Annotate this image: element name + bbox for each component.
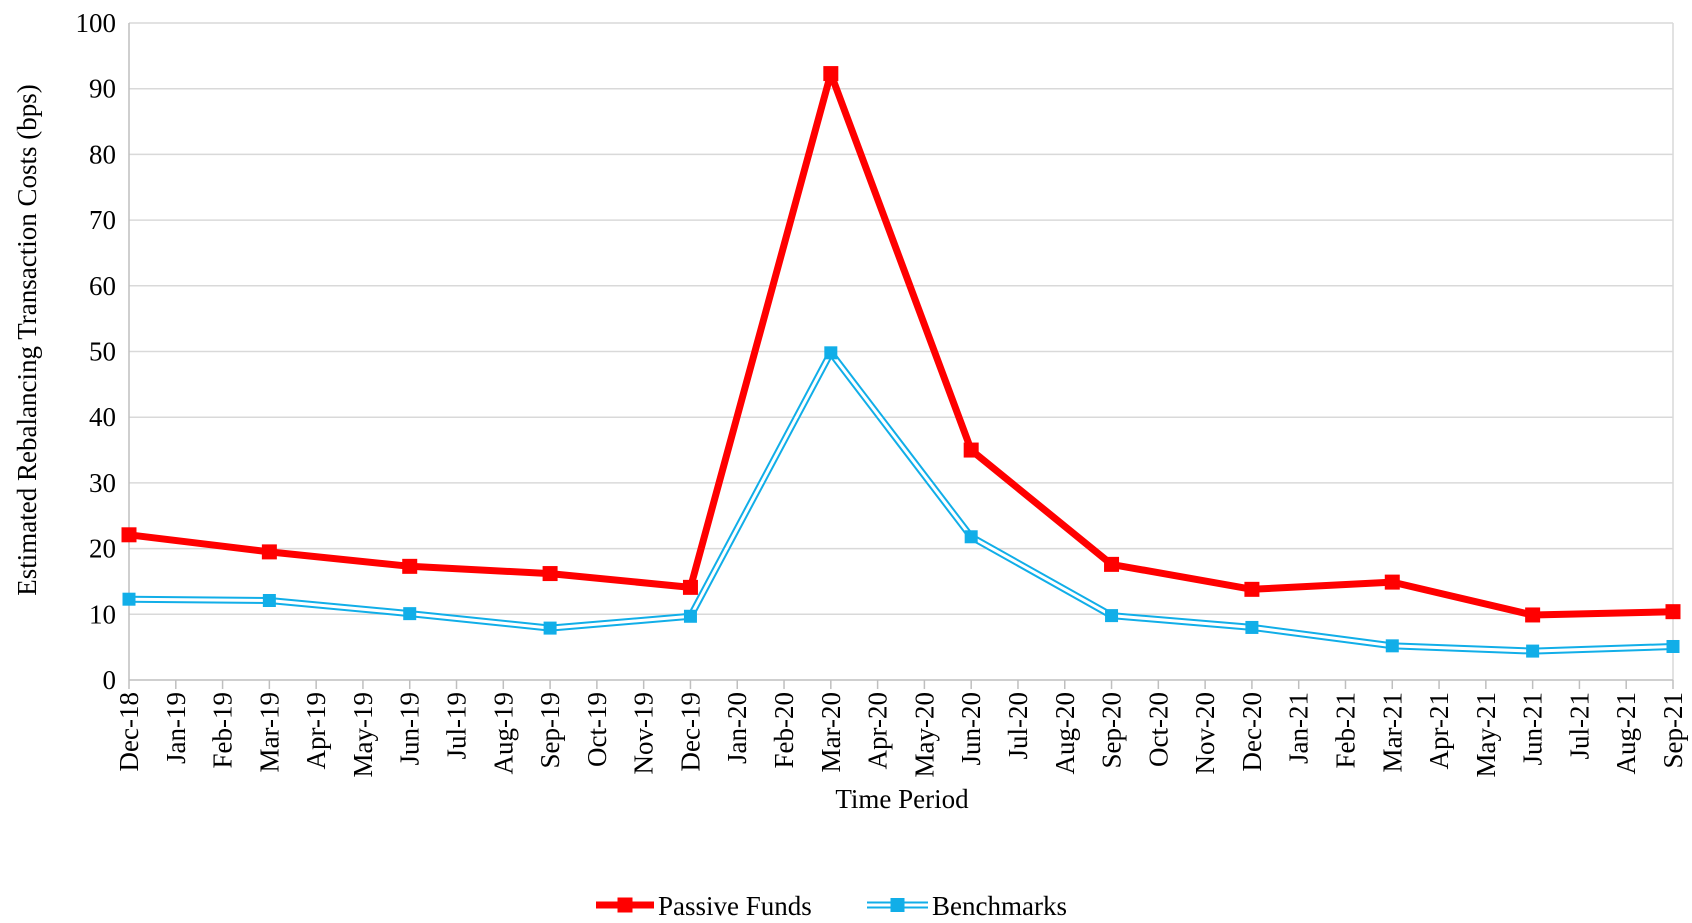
y-axis-title: Estimated Rebalancing Transaction Costs … [12,84,42,595]
y-tick-label: 20 [89,534,116,564]
x-tick-label: Jan-20 [722,692,752,764]
axes: 0 10 20 30 40 50 60 70 80 90 100 Dec-18 Jan-19 Feb-19… [76,8,1689,777]
data-point [1105,609,1119,623]
data-point [1384,574,1400,590]
x-tick-label: Feb-19 [208,692,238,769]
series-line [128,349,1674,655]
x-tick-label: Apr-20 [863,692,893,769]
grid [129,22,1674,680]
data-point [121,527,137,543]
x-tick-label: Apr-19 [301,692,331,769]
x-tick-label: May-20 [909,692,939,777]
x-axis-title: Time Period [835,784,969,814]
data-point [1244,581,1260,597]
x-tick-label: Jun-21 [1518,692,1548,766]
x-tick-label: Jun-20 [956,692,986,766]
x-tick-label: Jul-21 [1564,692,1594,760]
legend-label: Benchmarks [932,891,1067,918]
y-tick-label: 80 [89,139,116,169]
x-tick-label: Jan-21 [1284,692,1314,764]
data-point [682,579,698,595]
data-point [261,544,277,560]
y-tick-label: 0 [103,665,117,695]
data-point [1525,607,1541,623]
data-point [542,566,558,582]
y-tick-label: 60 [89,271,116,301]
data-point [964,530,978,544]
x-tick-label: Feb-20 [769,692,799,769]
x-tick-label: May-21 [1471,692,1501,777]
x-tick-label: Mar-21 [1377,692,1407,772]
data-point [402,558,418,574]
y-tick-label: 10 [89,599,116,629]
x-tick-label: Apr-21 [1424,692,1454,769]
legend-marker [890,898,905,912]
x-tick-label: Jul-19 [442,692,472,760]
legend: Passive Funds Benchmarks [596,891,1067,921]
x-tick-label: Mar-20 [816,692,846,772]
series-line-inner [128,351,1674,653]
series-benchmarks [122,346,1680,658]
y-tick-label: 30 [89,468,116,498]
x-tick-label: Jun-19 [395,692,425,766]
y-tick-label: 90 [89,74,116,104]
data-point [262,594,276,608]
series-passive-funds [121,66,1681,623]
data-point [543,621,557,635]
data-point [1104,556,1120,572]
data-point [1245,620,1259,634]
legend-item: Passive Funds [596,891,812,921]
x-tick-label: Dec-18 [114,692,144,771]
data-point [683,609,697,623]
x-tick-label: May-19 [348,692,378,777]
x-tick-label: Feb-21 [1330,692,1360,769]
legend-item: Benchmarks [867,891,1067,921]
data-point [403,607,417,621]
x-tick-label: Dec-20 [1237,692,1267,771]
y-tick-label: 50 [89,337,116,367]
data-point [122,592,136,606]
data-point [1666,639,1680,653]
y-tick-label: 40 [89,402,116,432]
data-point [1385,639,1399,653]
x-tick-label: Jul-20 [1003,692,1033,760]
x-tick-label: Mar-19 [254,692,284,772]
x-tick-label: Aug-21 [1611,692,1641,775]
data-point [1526,644,1540,658]
series [121,66,1681,658]
x-tick-label: Oct-20 [1143,692,1173,767]
y-tick-label: 100 [76,8,117,38]
data-point [823,66,839,82]
x-tick-label: Aug-19 [488,692,518,775]
series-line [128,70,1674,619]
x-tick-label: Nov-20 [1190,692,1220,775]
x-tick-label: Sep-21 [1658,692,1688,769]
x-tick-label: Sep-19 [535,692,565,769]
legend-label: Passive Funds [658,891,812,918]
x-tick-label: Jan-19 [161,692,191,764]
x-tick-label: Oct-19 [582,692,612,767]
legend-marker [617,897,633,913]
data-point [824,346,838,360]
x-tick-label: Sep-20 [1097,692,1127,769]
x-tick-label: Aug-20 [1050,692,1080,775]
data-point [1665,604,1681,620]
data-point [963,442,979,458]
x-tick-label: Dec-19 [675,692,705,771]
y-tick-label: 70 [89,205,116,235]
x-tick-label: Nov-19 [629,692,659,775]
